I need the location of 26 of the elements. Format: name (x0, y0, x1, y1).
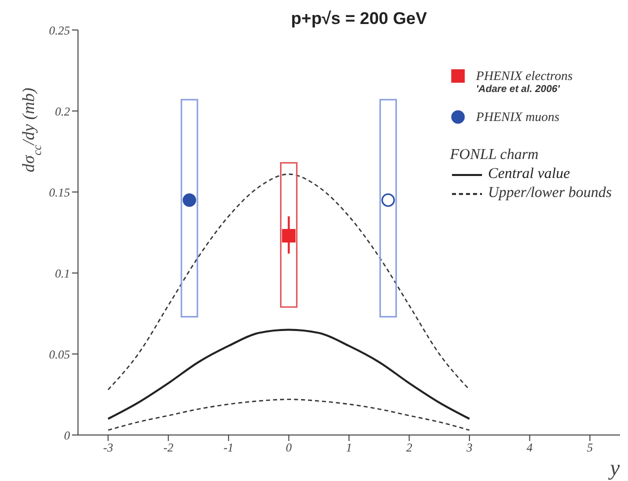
y-tick-label: 0.25 (49, 23, 70, 38)
x-tick-label: 2 (406, 440, 412, 455)
line-series (107, 328, 470, 420)
x-tick-label: 5 (586, 440, 593, 455)
chart-title: p+p√s = 200 GeV (291, 9, 428, 28)
legend-title: FONLL charm (450, 147, 540, 164)
y-tick-label: 0 (64, 428, 70, 442)
legend-label: Central value (488, 166, 570, 183)
legend-label: PHENIX muons (476, 109, 560, 125)
x-tick-label: 4 (526, 440, 533, 455)
x-tick-label: 1 (346, 440, 352, 455)
line-series (107, 398, 470, 431)
x-tick-label: -3 (103, 440, 114, 455)
line-series (107, 174, 470, 390)
legend-label: Upper/lower bounds (488, 185, 612, 202)
y-tick-label: 0.2 (55, 104, 70, 118)
y-tick-label: 0.05 (49, 347, 70, 362)
x-tick-label: 0 (286, 440, 292, 455)
y-tick-label: 0.1 (55, 266, 70, 280)
y-tick-label: 0.15 (49, 185, 70, 200)
annotation: 'Adare et al. 2006' (476, 84, 561, 95)
x-tick-label: 3 (465, 440, 472, 455)
x-tick-label: -2 (163, 440, 174, 455)
legend-label: PHENIX electrons (476, 68, 573, 84)
x-tick-label: -1 (224, 440, 234, 455)
x-axis-title: y (608, 455, 620, 480)
